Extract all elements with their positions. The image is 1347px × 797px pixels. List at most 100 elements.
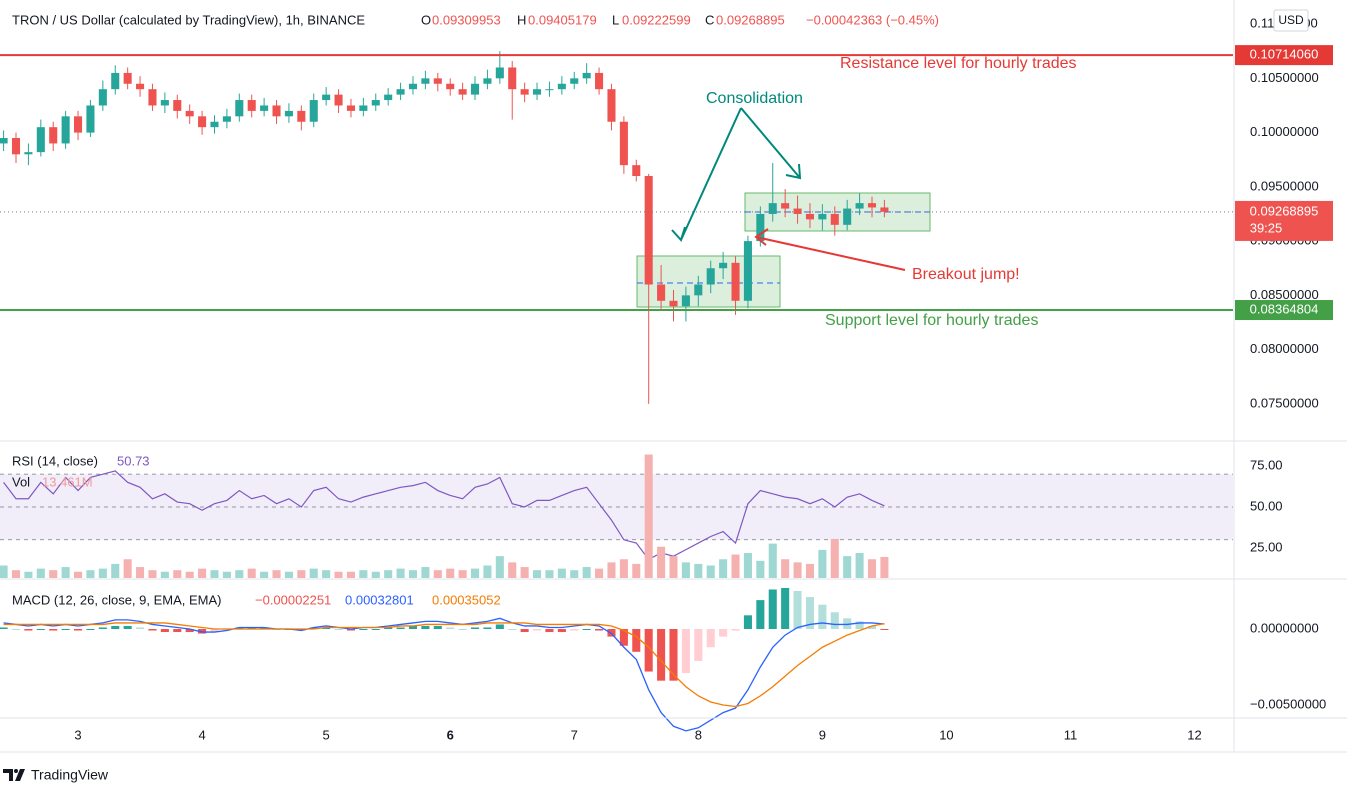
candle-body <box>49 127 58 144</box>
candle-body <box>198 116 207 128</box>
macd-histogram-bar <box>98 627 107 630</box>
candle-body <box>607 89 616 122</box>
volume-bar <box>86 570 95 578</box>
volume-bar <box>781 559 790 578</box>
candle-body <box>805 213 814 220</box>
candle-body <box>533 89 542 95</box>
macd-histogram-bar <box>421 625 430 630</box>
candle-body <box>644 176 653 285</box>
volume-bar <box>11 570 21 578</box>
candle-body <box>24 152 33 155</box>
macd-histogram-bar <box>520 629 529 633</box>
candle-body <box>470 83 480 95</box>
volume-bar <box>495 556 504 578</box>
volume-bar <box>359 570 368 578</box>
volume-bar <box>446 568 455 578</box>
candle-body <box>632 165 641 176</box>
candle-body <box>657 284 666 301</box>
macd-histogram-bar <box>235 627 244 630</box>
x-tick-label: 3 <box>74 727 81 742</box>
volume-bar <box>433 570 442 578</box>
volume-bar <box>160 571 169 578</box>
volume-bar <box>880 556 889 578</box>
candle-body <box>160 100 169 106</box>
last-price-label: 0.09268895 <box>1250 203 1319 218</box>
volume-bar <box>98 568 107 578</box>
volume-bar <box>768 543 777 578</box>
macd-histogram-bar <box>346 629 355 631</box>
ohlc-label: C <box>705 12 714 27</box>
currency[interactable]: USD <box>1278 13 1304 27</box>
volume-bar <box>843 556 852 578</box>
axis: 3 4 5 6 7 8 9 10 11 12 0.07500000 0.08000000 0.08500… <box>74 16 1333 742</box>
volume-bar <box>24 571 33 578</box>
volume-bar <box>632 563 641 578</box>
candle-body <box>384 94 393 101</box>
macd-histogram-bar <box>731 629 740 631</box>
candle-body <box>136 83 145 90</box>
y-tick-label: 0.00000000 <box>1250 620 1319 635</box>
level-label: 0.10714060 <box>1250 47 1319 62</box>
volume-bar <box>284 571 293 578</box>
volume-bar <box>123 559 132 578</box>
candle-body <box>545 89 554 91</box>
volume-bar <box>619 559 628 578</box>
volume-bar <box>148 570 157 578</box>
candle-body <box>867 203 877 208</box>
annotation: Consolidation <box>706 90 803 107</box>
volume-bar <box>793 562 802 578</box>
x-tick-label: 12 <box>1187 727 1201 742</box>
macd-histogram-bar <box>61 629 70 631</box>
macd-histogram-bar <box>706 629 715 648</box>
y-tick-label: 50.00 <box>1250 498 1283 513</box>
candle-body <box>781 203 790 209</box>
y-tick-label: 75.00 <box>1250 457 1283 472</box>
volume-bar <box>198 568 207 578</box>
volume-value: 13.461M <box>42 474 93 489</box>
separators <box>0 0 1347 753</box>
candle-body <box>843 208 852 225</box>
signal-value: 0.00035052 <box>432 592 501 607</box>
volume-bar <box>136 567 145 578</box>
macd-histogram-bar <box>49 629 58 631</box>
x-tick-label: 6 <box>447 727 454 742</box>
macd-histogram-bar <box>408 625 418 630</box>
candle-body <box>123 72 132 84</box>
macd-histogram-bar <box>148 629 157 631</box>
candle-body <box>793 208 802 214</box>
macd-histogram-bar <box>545 629 554 633</box>
candle-body <box>148 89 157 106</box>
candle-body <box>284 110 293 117</box>
volume-bar <box>272 570 281 578</box>
candle-body <box>458 89 467 95</box>
volume-bar <box>644 454 653 578</box>
macd-histogram-bar <box>185 629 194 633</box>
macd-histogram-bar <box>657 629 666 681</box>
candle-body <box>483 78 492 84</box>
macd-histogram-bar <box>830 612 839 630</box>
change: −0.00042363 (−0.45%) <box>806 12 939 27</box>
volume-bar <box>235 570 244 578</box>
candle-body <box>322 94 331 101</box>
logo-mark <box>3 769 25 781</box>
macd-histogram-bar <box>384 627 393 630</box>
volume-bar <box>657 546 666 578</box>
candle-body <box>222 116 231 122</box>
macd-histogram-bar <box>867 625 877 630</box>
volume-bar <box>545 570 554 578</box>
macd-histogram-bar <box>136 627 145 630</box>
candle-body <box>408 83 418 90</box>
volume-bar <box>830 538 839 578</box>
macd-histogram-bar <box>694 629 703 661</box>
macd-histogram-bar <box>805 597 814 630</box>
volume-bar <box>483 565 492 578</box>
candle-body <box>743 241 752 301</box>
macd-histogram-bar <box>396 627 405 630</box>
candle-body <box>433 78 442 84</box>
macd-histogram-bar <box>644 629 653 672</box>
arrow <box>671 107 742 242</box>
x-tick-label: 7 <box>571 727 578 742</box>
macd-histogram-bar <box>880 629 889 631</box>
y-tick-label: −0.00500000 <box>1250 696 1326 711</box>
currency-badge[interactable] <box>1273 9 1309 32</box>
